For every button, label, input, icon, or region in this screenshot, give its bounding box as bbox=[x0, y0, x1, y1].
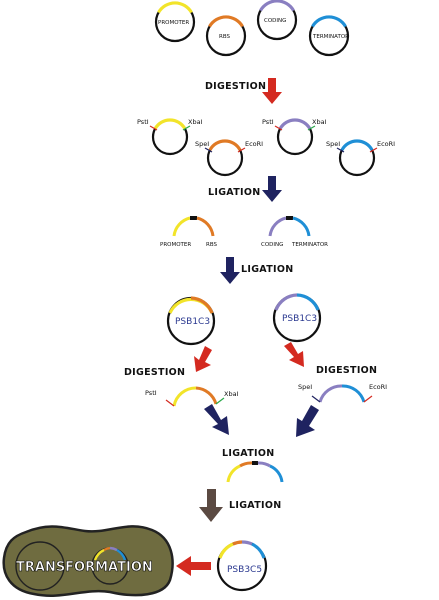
digested-coding: PstI XbaI bbox=[262, 118, 327, 156]
step-ligation-2: LIGATION bbox=[241, 264, 293, 275]
coding-label: CODING bbox=[264, 18, 286, 24]
fragment-promoter-label: PROMOTER bbox=[160, 242, 191, 248]
insert-promoter-rbs: PstI XbaI bbox=[145, 386, 239, 407]
site-psti-2: PstI bbox=[262, 118, 274, 126]
site-xbai-2: XbaI bbox=[312, 118, 327, 126]
step-digestion-1: DIGESTION bbox=[205, 81, 266, 92]
fragment-coding-label: CODING bbox=[261, 242, 283, 248]
fragment-promoter-rbs: PROMOTER RBS bbox=[160, 216, 217, 248]
site-spei-3: SpeI bbox=[298, 383, 312, 391]
site-xbai-3: XbaI bbox=[224, 390, 239, 398]
arrow-down-brown bbox=[199, 489, 223, 522]
site-ecori-3: EcoRI bbox=[369, 383, 387, 391]
site-xbai-1: XbaI bbox=[188, 118, 203, 126]
fragment-rbs-label: RBS bbox=[206, 242, 217, 248]
site-ecori-1: EcoRI bbox=[245, 140, 263, 148]
arrow-diag-red-left bbox=[194, 346, 212, 372]
step-ligation-3: LIGATION bbox=[222, 448, 274, 459]
rbs-label: RBS bbox=[219, 34, 230, 40]
step-ligation-1: LIGATION bbox=[208, 187, 260, 198]
plasmid-coding: CODING bbox=[256, 0, 298, 41]
vector-psb1c3-left: PSB1C3 bbox=[166, 296, 216, 346]
vector-psb1c3-right: PSB1C3 bbox=[272, 293, 322, 343]
arrow-diag-navy-right bbox=[296, 405, 319, 437]
transformation-label: TRANSFORMATION bbox=[16, 560, 153, 575]
bacterial-cell: TRANSFORMATION bbox=[2, 525, 174, 597]
site-spei-2: SpeI bbox=[326, 140, 340, 148]
plasmid-terminator: TERMINATOR bbox=[308, 15, 349, 57]
site-psti-3: PstI bbox=[145, 389, 157, 397]
arrow-down-navy-2 bbox=[220, 257, 240, 284]
fragment-terminator-label: TERMINATOR bbox=[291, 242, 328, 248]
site-psti-1: PstI bbox=[137, 118, 149, 126]
insert-coding-terminator: SpeI EcoRI bbox=[298, 383, 387, 403]
vector-psb1c3-right-label: PSB1C3 bbox=[282, 314, 317, 324]
vector-psb3c5: PSB3C5 bbox=[216, 540, 268, 592]
plasmid-rbs: RBS bbox=[205, 15, 247, 57]
arrow-left-red bbox=[176, 556, 211, 576]
arrow-diag-red-right bbox=[284, 342, 304, 367]
step-ligation-4: LIGATION bbox=[229, 500, 281, 511]
digested-terminator: SpeI EcoRI bbox=[326, 139, 395, 177]
digested-rbs: SpeI EcoRI bbox=[195, 139, 263, 177]
terminator-label: TERMINATOR bbox=[312, 34, 349, 40]
vector-psb3c5-label: PSB3C5 bbox=[227, 565, 262, 575]
digested-promoter: PstI XbaI bbox=[137, 118, 203, 156]
insert-full-construct bbox=[226, 461, 284, 483]
arrow-down-red-1 bbox=[262, 78, 282, 104]
arrow-diag-navy-left bbox=[204, 404, 229, 435]
promoter-label: PROMOTER bbox=[158, 20, 189, 26]
step-digestion-left: DIGESTION bbox=[124, 367, 185, 378]
step-digestion-right: DIGESTION bbox=[316, 365, 377, 376]
plasmid-promoter: PROMOTER bbox=[154, 1, 196, 43]
fragment-coding-terminator: CODING TERMINATOR bbox=[261, 216, 328, 248]
vector-psb1c3-left-label: PSB1C3 bbox=[175, 317, 210, 327]
site-ecori-2: EcoRI bbox=[377, 140, 395, 148]
site-spei-1: SpeI bbox=[195, 140, 209, 148]
arrow-down-navy-1 bbox=[262, 176, 282, 202]
